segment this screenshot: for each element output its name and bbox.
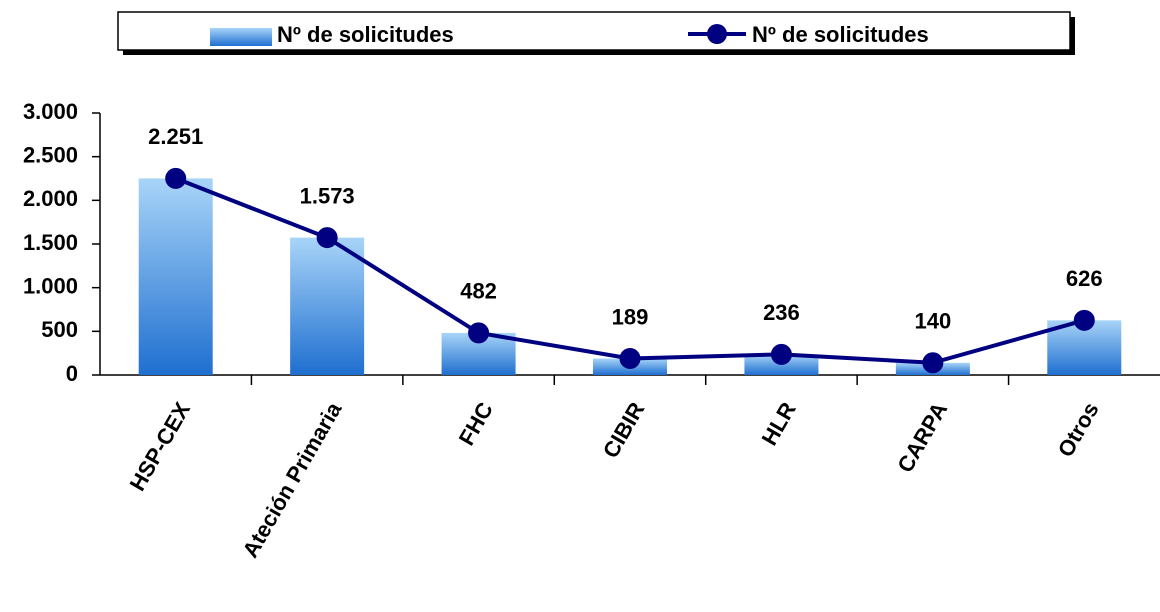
x-tick-label: Otros [1053, 398, 1104, 461]
x-tick-label: CARPA [892, 398, 952, 477]
marker [1073, 309, 1095, 331]
x-tick-label: FHC [454, 398, 498, 450]
x-tick-label: HLR [757, 398, 801, 450]
y-tick-label: 1.500 [23, 230, 78, 255]
y-tick-label: 0 [66, 361, 78, 386]
x-tick-label: Ateción Primaria [237, 397, 346, 562]
y-tick-label: 1.000 [23, 273, 78, 298]
y-tick-label: 3.000 [23, 99, 78, 124]
legend-label: Nº de solicitudes [752, 22, 929, 47]
data-label: 2.251 [148, 124, 203, 149]
data-label: 482 [460, 279, 497, 304]
marker [922, 352, 944, 374]
bar [290, 237, 365, 375]
legend-swatch [210, 28, 272, 46]
marker [316, 227, 338, 249]
marker [165, 167, 187, 189]
bar [138, 178, 213, 375]
data-label: 626 [1066, 266, 1103, 291]
data-label: 1.573 [300, 183, 355, 208]
y-tick-label: 2.500 [23, 142, 78, 167]
x-tick-label: HSP-CEX [125, 398, 196, 495]
marker [468, 322, 490, 344]
data-label: 189 [612, 304, 649, 329]
marker [619, 347, 641, 369]
legend-marker [707, 24, 727, 44]
legend [117, 11, 1071, 51]
data-label: 140 [914, 309, 951, 334]
data-label: 236 [763, 300, 800, 325]
legend-label: Nº de solicitudes [277, 22, 454, 47]
marker [770, 343, 792, 365]
y-tick-label: 2.000 [23, 186, 78, 211]
y-tick-label: 500 [41, 317, 78, 342]
x-tick-label: CIBIR [598, 398, 650, 462]
